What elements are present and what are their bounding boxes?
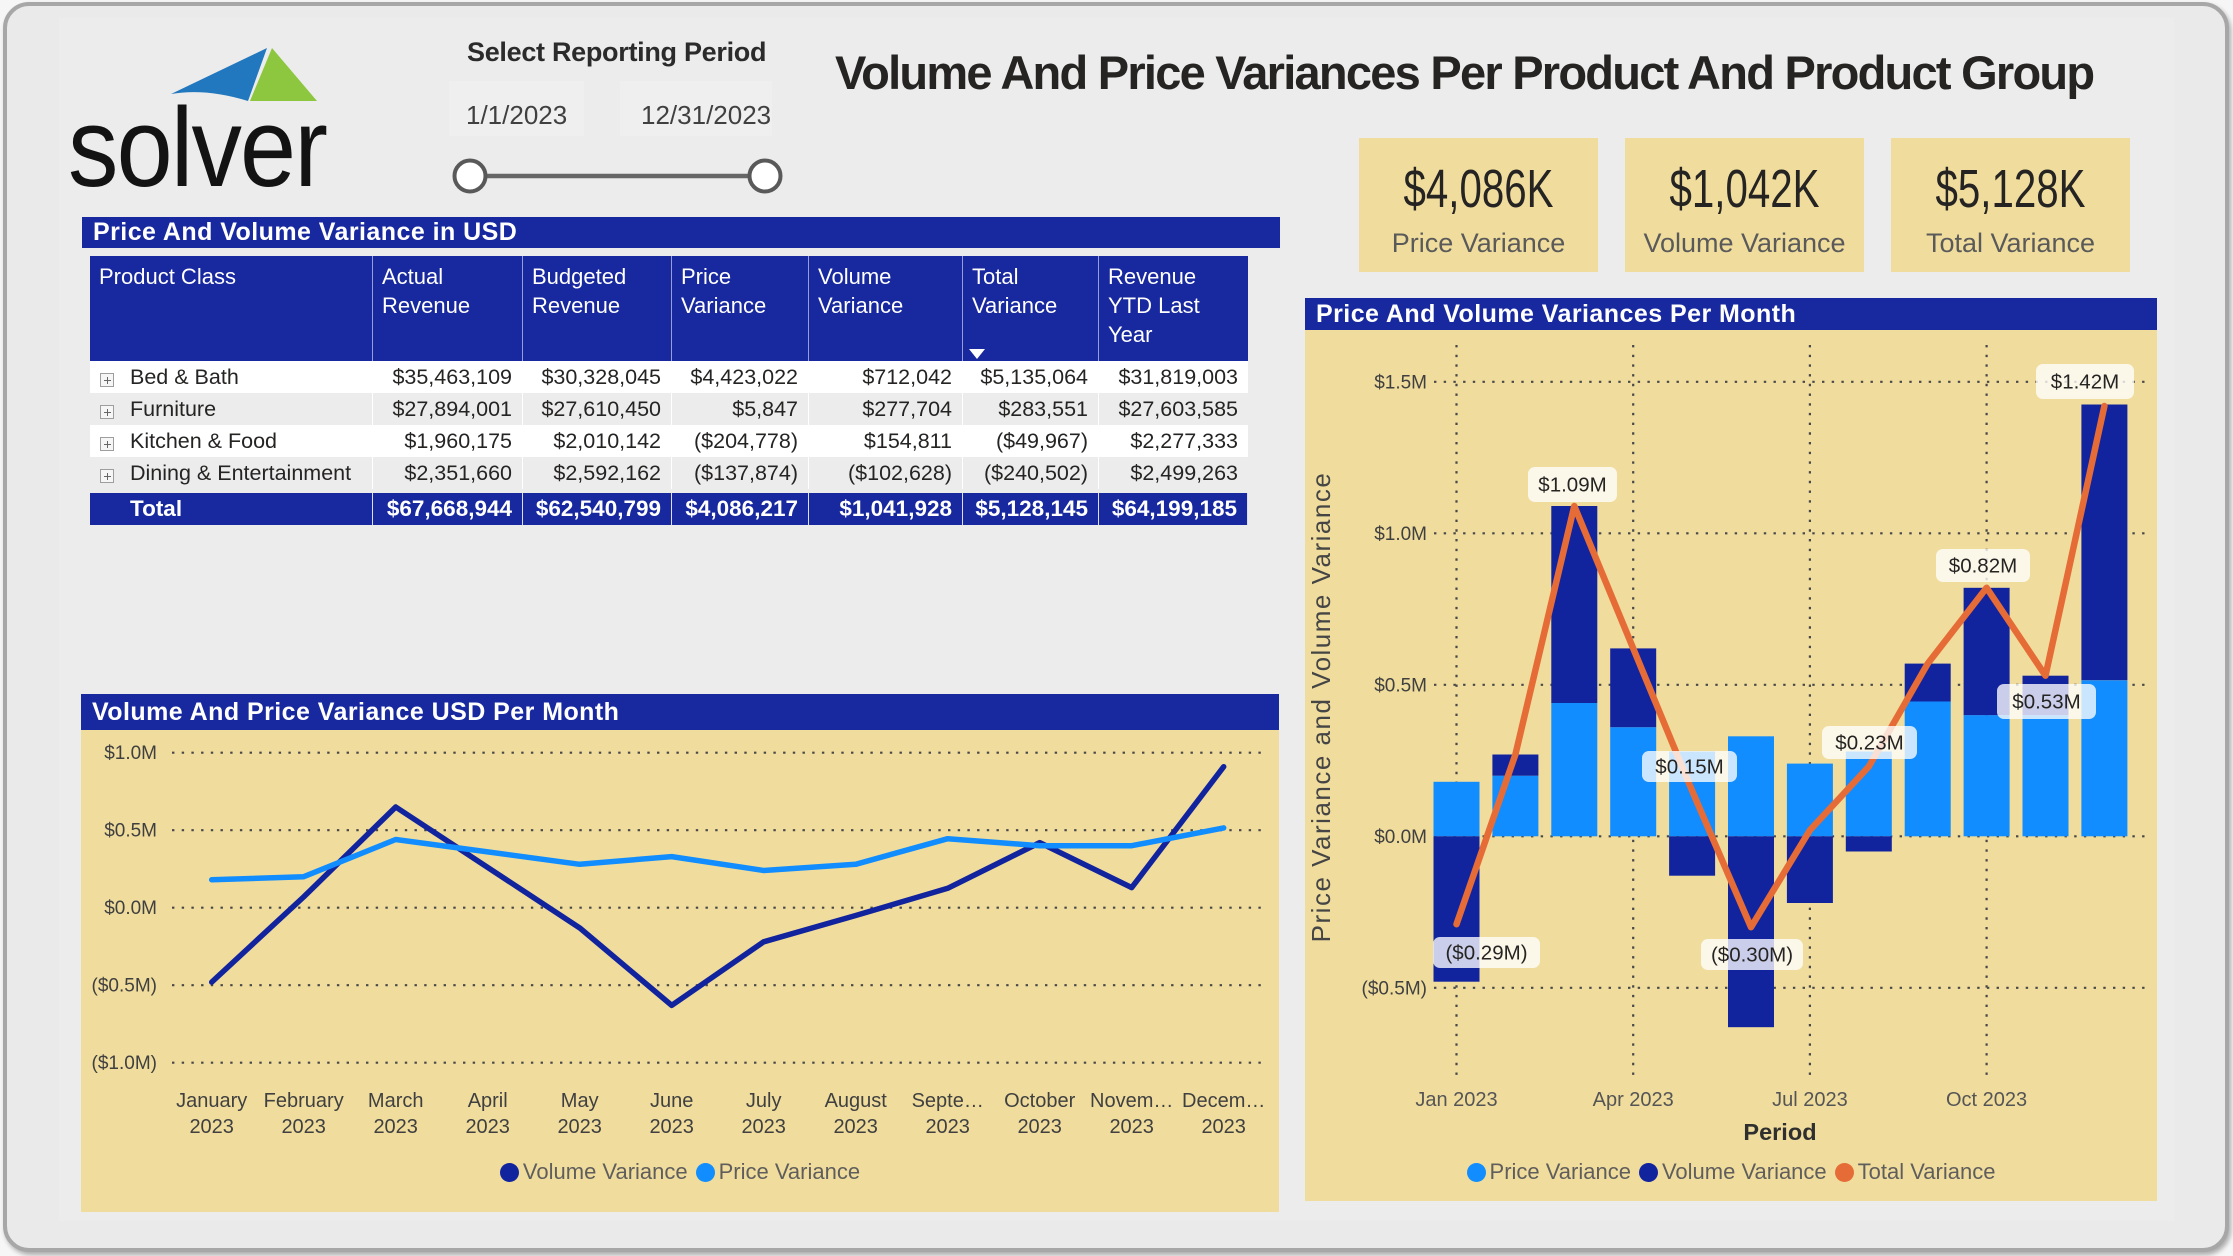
svg-text:$0.23M: $0.23M (1835, 732, 1903, 755)
svg-text:$0.15M: $0.15M (1655, 756, 1723, 779)
svg-text:2023: 2023 (281, 1116, 326, 1138)
svg-text:May: May (561, 1090, 599, 1112)
svg-text:2023: 2023 (649, 1116, 694, 1138)
svg-text:2023: 2023 (189, 1116, 234, 1138)
svg-text:$0.53M: $0.53M (2012, 691, 2080, 714)
svg-text:$0.5M: $0.5M (1374, 675, 1427, 696)
svg-text:Jan 2023: Jan 2023 (1415, 1089, 1497, 1111)
svg-text:($0.5M): ($0.5M) (1362, 978, 1427, 999)
svg-text:$0.0M: $0.0M (1374, 827, 1427, 848)
svg-text:Period: Period (1743, 1119, 1816, 1145)
svg-text:$1.42M: $1.42M (2051, 371, 2119, 394)
svg-text:February: February (264, 1090, 344, 1112)
svg-text:Oct 2023: Oct 2023 (1946, 1089, 2027, 1111)
svg-text:($1.0M): ($1.0M) (92, 1053, 157, 1074)
svg-text:October: October (1004, 1090, 1075, 1112)
svg-text:January: January (176, 1090, 247, 1112)
svg-text:$0.5M: $0.5M (104, 821, 157, 842)
svg-text:Novem…: Novem… (1090, 1090, 1173, 1112)
svg-text:($0.5M): ($0.5M) (92, 976, 157, 997)
svg-text:2023: 2023 (465, 1116, 510, 1138)
svg-text:2023: 2023 (1109, 1116, 1154, 1138)
svg-text:August: August (825, 1090, 888, 1112)
svg-text:Apr 2023: Apr 2023 (1593, 1089, 1674, 1111)
svg-text:2023: 2023 (373, 1116, 418, 1138)
svg-text:2023: 2023 (1201, 1116, 1246, 1138)
svg-text:($0.29M): ($0.29M) (1445, 942, 1527, 965)
svg-text:2023: 2023 (833, 1116, 878, 1138)
svg-text:$1.0M: $1.0M (1374, 524, 1427, 545)
svg-text:$1.5M: $1.5M (1374, 372, 1427, 393)
svg-text:$0.0M: $0.0M (104, 898, 157, 919)
svg-text:$0.82M: $0.82M (1949, 555, 2017, 578)
svg-text:2023: 2023 (925, 1116, 970, 1138)
svg-text:March: March (368, 1090, 424, 1112)
svg-text:Septe…: Septe… (912, 1090, 984, 1112)
svg-text:2023: 2023 (1017, 1116, 1062, 1138)
svg-text:2023: 2023 (557, 1116, 602, 1138)
svg-text:Decem…: Decem… (1182, 1090, 1265, 1112)
svg-text:$1.09M: $1.09M (1538, 474, 1606, 497)
svg-text:2023: 2023 (741, 1116, 786, 1138)
svg-text:Jul 2023: Jul 2023 (1772, 1089, 1848, 1111)
svg-text:($0.30M): ($0.30M) (1711, 944, 1793, 967)
svg-text:April: April (468, 1090, 508, 1112)
svg-text:Price Variance and Volume Vari: Price Variance and Volume Variance (1306, 472, 1336, 943)
svg-text:$1.0M: $1.0M (104, 743, 157, 764)
svg-text:June: June (650, 1090, 693, 1112)
svg-text:July: July (746, 1090, 782, 1112)
